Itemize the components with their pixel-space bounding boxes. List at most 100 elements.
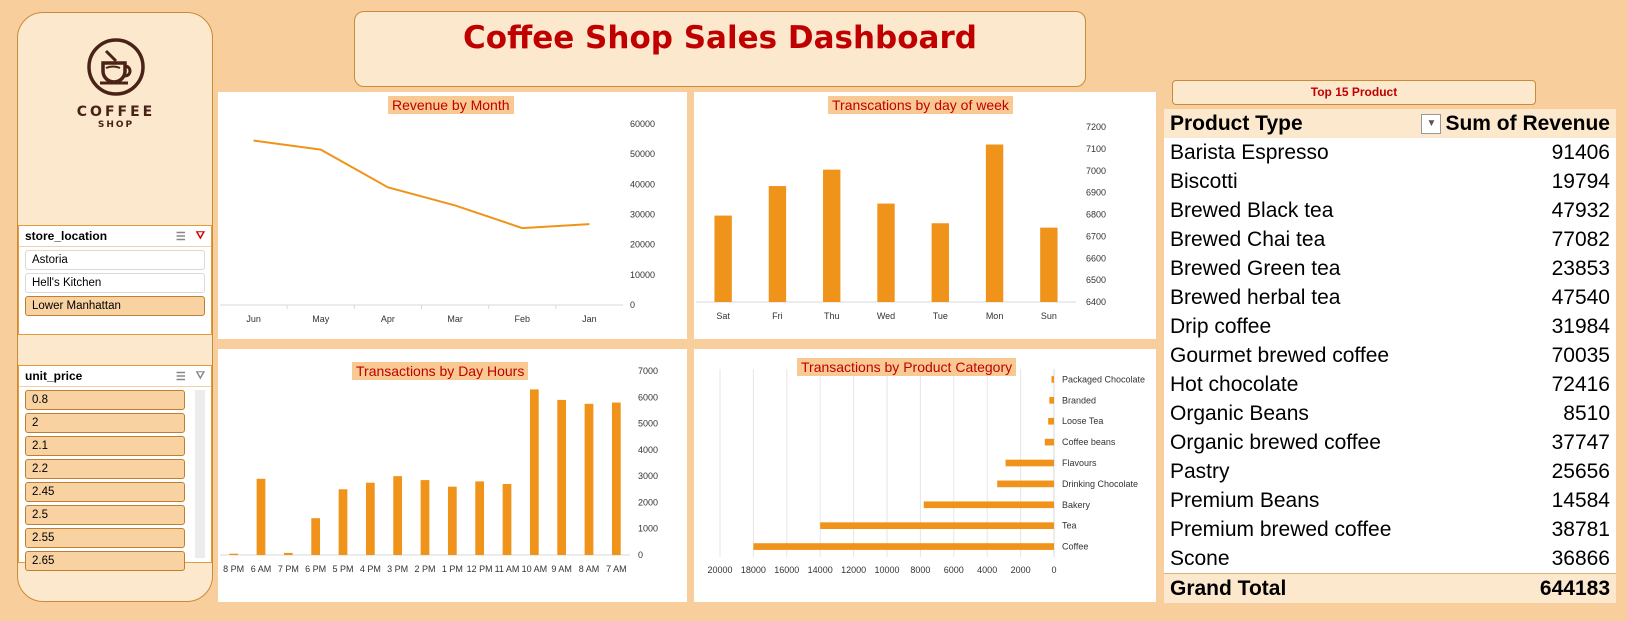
y-tick-label: 60000 <box>630 119 655 129</box>
table-row[interactable]: Barista Espresso 91406 <box>1164 138 1616 167</box>
slicer-scrollbar[interactable] <box>195 390 205 558</box>
bar <box>611 402 621 555</box>
table-row[interactable]: Biscotti 19794 <box>1164 167 1616 196</box>
chart-title: Revenue by Month <box>388 96 514 114</box>
multi-select-icon[interactable]: ☰ <box>175 230 186 243</box>
slicer-item[interactable]: 2.2 <box>25 459 185 479</box>
product-name: Brewed Chai tea <box>1170 227 1326 251</box>
slicer-header: unit_price ☰ ⛛ <box>19 366 211 387</box>
filter-dropdown-icon[interactable]: ▼ <box>1421 113 1442 134</box>
bar <box>338 489 348 555</box>
slicer-item[interactable]: 2.1 <box>25 436 185 456</box>
y-tick-label: 6700 <box>1086 231 1106 241</box>
table-row[interactable]: Gourmet brewed coffee 70035 <box>1164 341 1616 370</box>
y-tick-label: 7200 <box>1086 122 1106 132</box>
slicer-item-astoria[interactable]: Astoria <box>25 250 205 270</box>
slicer-header: store_location ☰ ⛛ <box>19 226 211 247</box>
table-row[interactable]: Organic Beans 8510 <box>1164 399 1616 428</box>
chart-svg: 20000 18000 16000 14000 12000 10000 8000 6000 40… <box>707 369 1145 575</box>
x-tick-label: 4000 <box>977 565 997 575</box>
product-revenue: 14584 <box>1551 488 1610 512</box>
y-tick-label: 6500 <box>1086 275 1106 285</box>
bar <box>1044 438 1054 446</box>
x-tick-label: Tue <box>933 311 948 321</box>
category-label: Packaged Chocolate <box>1062 374 1145 384</box>
table-row[interactable]: Brewed Green tea 23853 <box>1164 254 1616 283</box>
slicer-item[interactable]: 2.55 <box>25 528 185 548</box>
x-tick-label: Sun <box>1041 311 1057 321</box>
page-title: Coffee Shop Sales Dashboard <box>463 20 977 56</box>
product-revenue: 70035 <box>1551 343 1610 367</box>
grand-total-value: 644183 <box>1539 576 1610 600</box>
bar <box>997 480 1054 488</box>
x-tick-label: 7 PM <box>278 564 299 574</box>
bar <box>475 481 485 555</box>
table-row[interactable]: Premium brewed coffee 38781 <box>1164 515 1616 544</box>
logo-subtext: SHOP <box>97 120 135 130</box>
slicer-item[interactable]: 0.8 <box>25 390 185 410</box>
transactions-by-day-hours-chart: 0 1000 2000 3000 4000 5000 6000 7000 8 PM 6 AM 7 P… <box>218 349 687 602</box>
table-row[interactable]: Brewed Chai tea 77082 <box>1164 225 1616 254</box>
category-label: Coffee beans <box>1062 437 1116 447</box>
bar <box>447 486 457 555</box>
x-tick-label: 14000 <box>808 565 833 575</box>
table-row[interactable]: Hot chocolate 72416 <box>1164 370 1616 399</box>
x-tick-label: 16000 <box>774 565 799 575</box>
product-revenue: 47540 <box>1551 285 1610 309</box>
product-revenue: 72416 <box>1551 372 1610 396</box>
product-revenue: 91406 <box>1551 140 1610 164</box>
clear-filter-icon[interactable]: ⛛ <box>195 229 205 242</box>
slicer-item[interactable]: 2.45 <box>25 482 185 502</box>
table-row[interactable]: Pastry 25656 <box>1164 457 1616 486</box>
slicer-item[interactable]: 2.5 <box>25 505 185 525</box>
product-revenue: 38781 <box>1551 517 1610 541</box>
y-tick-label: 6000 <box>638 392 658 402</box>
slicer-item[interactable]: 2 <box>25 413 185 433</box>
category-label: Branded <box>1062 395 1096 405</box>
bar <box>985 144 1004 302</box>
product-revenue: 8510 <box>1563 401 1610 425</box>
product-revenue: 36866 <box>1551 546 1610 570</box>
chart-title: Transactions by Day Hours <box>352 362 529 380</box>
slicer-item[interactable]: 2.65 <box>25 551 185 571</box>
x-tick-label: 20000 <box>707 565 732 575</box>
slicer-item-hells-kitchen[interactable]: Hell's Kitchen <box>25 273 205 293</box>
category-label: Drinking Chocolate <box>1062 479 1138 489</box>
table-row[interactable]: Premium Beans 14584 <box>1164 486 1616 515</box>
x-tick-label: 3 PM <box>387 564 408 574</box>
category-label: Loose Tea <box>1062 416 1103 426</box>
x-tick-label: 8 AM <box>579 564 600 574</box>
slicer-item-lower-manhattan[interactable]: Lower Manhattan <box>25 296 205 316</box>
x-tick-label: 18000 <box>741 565 766 575</box>
x-tick-label: 6 PM <box>305 564 326 574</box>
product-name: Barista Espresso <box>1170 140 1329 164</box>
bar <box>1040 227 1058 302</box>
product-name: Biscotti <box>1170 169 1238 193</box>
table-row[interactable]: Brewed herbal tea 47540 <box>1164 283 1616 312</box>
clear-filter-icon[interactable]: ⛛ <box>195 369 205 382</box>
table-row[interactable]: Organic brewed coffee 37747 <box>1164 428 1616 457</box>
product-revenue: 37747 <box>1551 430 1610 454</box>
category-label: Tea <box>1062 521 1077 531</box>
table-row[interactable]: Scone 36866 <box>1164 544 1616 573</box>
product-name: Premium Beans <box>1170 488 1320 512</box>
coffee-cup-icon <box>87 38 145 96</box>
x-tick-label: Apr <box>381 314 395 324</box>
x-tick-label: 12000 <box>841 565 866 575</box>
chart-title: Transcations by day of week <box>828 96 1013 114</box>
x-tick-label: 2 PM <box>414 564 435 574</box>
x-tick-label: 0 <box>1051 565 1056 575</box>
y-tick-label: 5000 <box>638 419 658 429</box>
slicer-title: store_location <box>25 229 108 243</box>
product-revenue: 77082 <box>1551 227 1610 251</box>
bar <box>557 399 567 555</box>
table-row[interactable]: Brewed Black tea 47932 <box>1164 196 1616 225</box>
transactions-by-product-category-chart: 20000 18000 16000 14000 12000 10000 8000 6000 40… <box>694 349 1156 602</box>
bar <box>420 480 430 555</box>
unit-price-slicer: unit_price ☰ ⛛ 0.8 2 2.1 2.2 2.45 2.5 2.… <box>18 365 212 571</box>
bar <box>823 169 841 302</box>
multi-select-icon[interactable]: ☰ <box>175 370 186 383</box>
x-tick-label: 10000 <box>874 565 899 575</box>
product-name: Brewed Black tea <box>1170 198 1334 222</box>
table-row[interactable]: Drip coffee 31984 <box>1164 312 1616 341</box>
